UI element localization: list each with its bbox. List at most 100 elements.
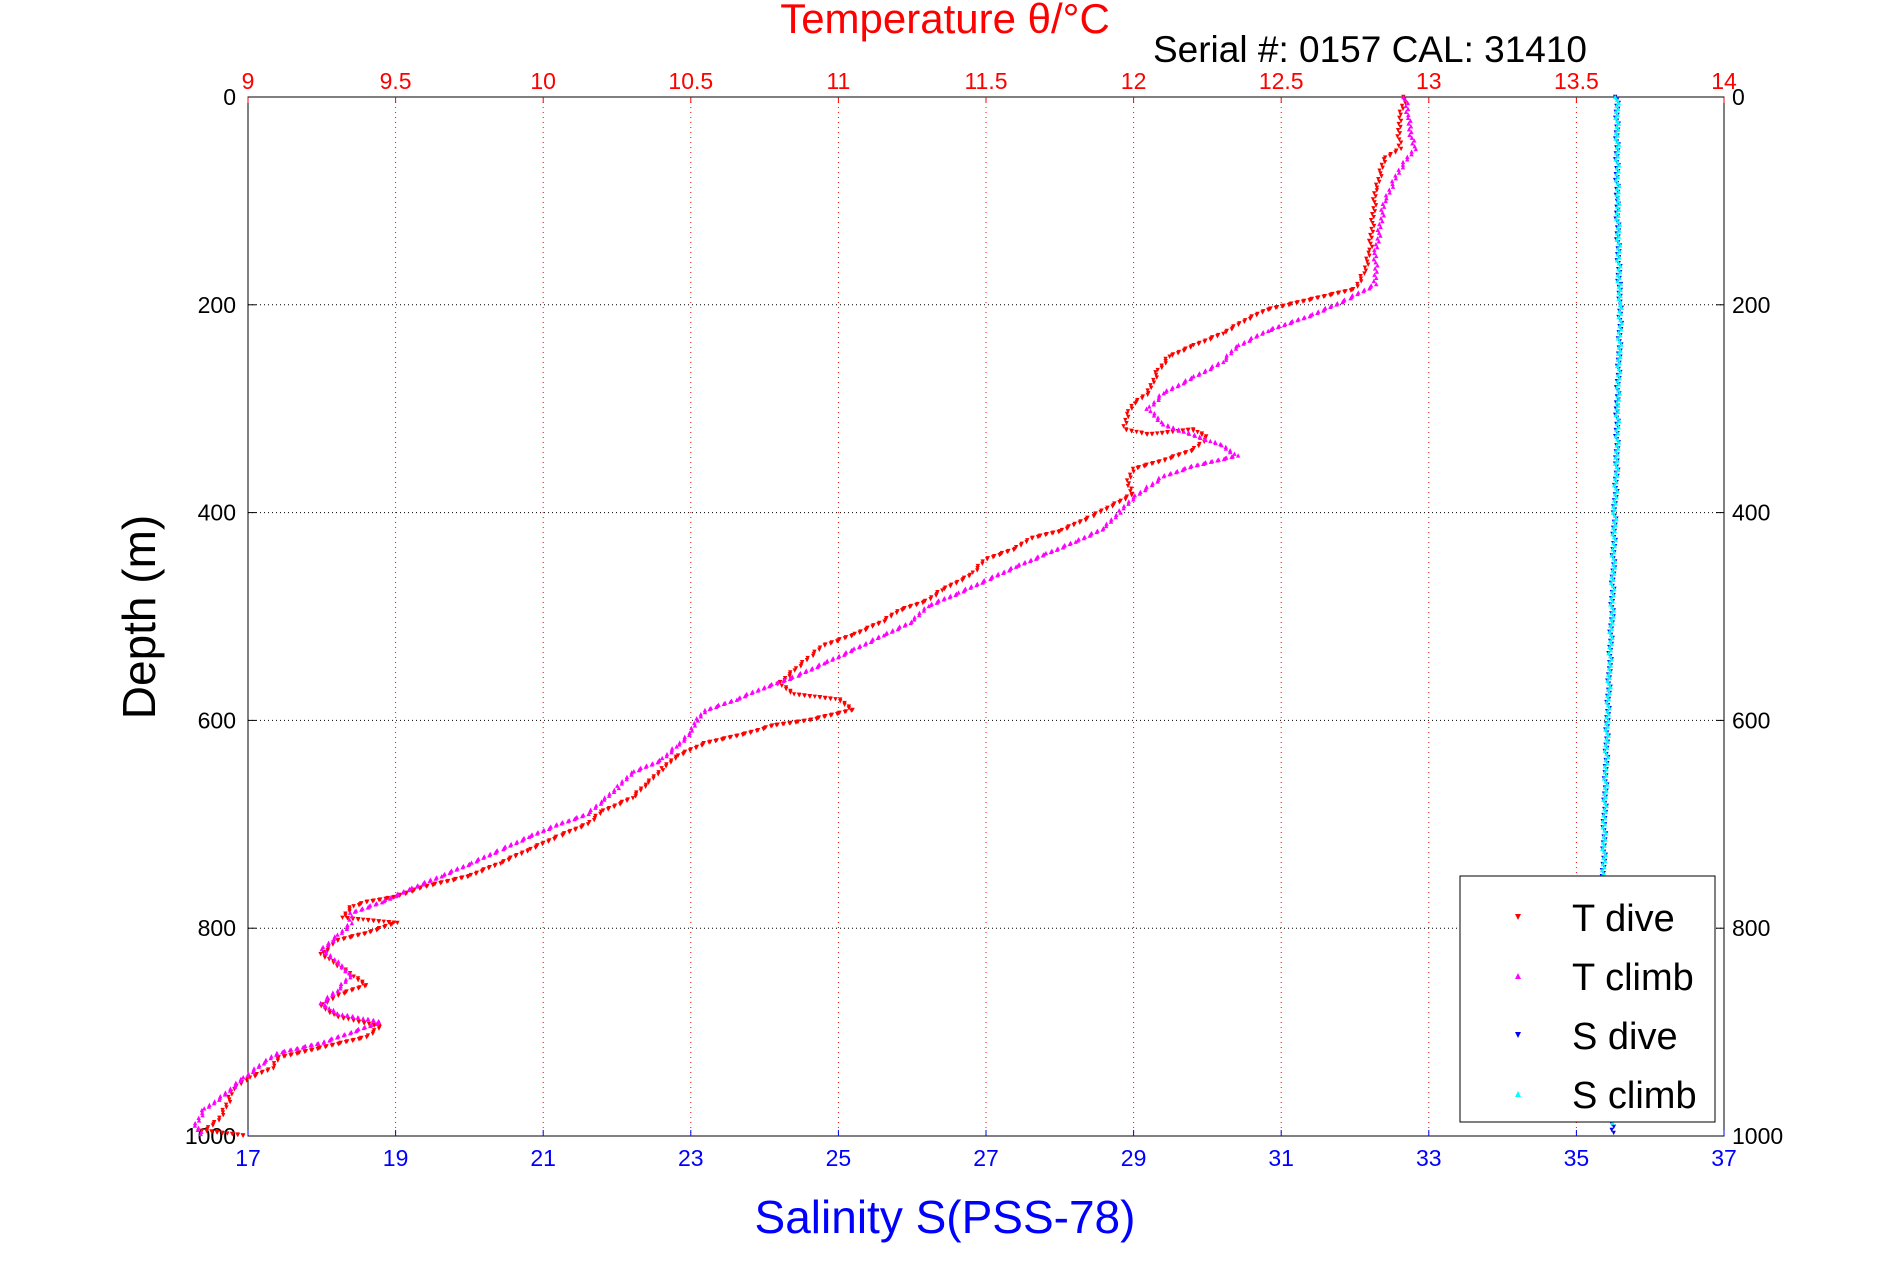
data-point [1615,351,1621,356]
data-point [1145,392,1150,398]
data-point [364,1035,369,1040]
data-point [1615,394,1620,399]
data-point [687,732,692,737]
data-point [345,922,350,928]
data-point [1617,255,1622,260]
data-point [1073,539,1078,544]
data-point [200,1113,205,1118]
data-point [420,881,426,887]
data-point [809,667,814,672]
data-point [693,745,699,751]
data-point [1275,324,1281,330]
data-point [1615,357,1621,363]
data-point [439,874,444,879]
data-point [1372,250,1377,256]
data-point [1390,181,1395,187]
data-point [761,686,766,691]
data-point [985,557,990,562]
data-point [1608,632,1614,638]
data-point [1355,281,1360,287]
data-point [1315,296,1320,301]
data-point [1612,528,1618,534]
data-point [1162,458,1168,463]
data-point [849,708,854,713]
data-point [553,823,559,828]
data-point [592,817,597,823]
data-point [229,1092,235,1097]
data-point [1618,354,1623,359]
data-point [343,979,348,984]
data-point [842,709,848,715]
data-point [1371,278,1377,284]
data-point [1616,330,1621,335]
data-point [487,852,492,858]
data-point [966,574,972,579]
data-point [330,942,336,947]
data-point [1616,409,1621,414]
data-point [948,584,953,589]
data-point [338,983,343,989]
data-point [209,1129,215,1135]
data-point [1397,109,1402,115]
data-point [335,988,340,993]
data-point [1208,459,1214,464]
data-point [1602,864,1607,870]
data-point [1389,178,1395,184]
data-point [374,1021,379,1026]
data-point [1616,169,1621,174]
data-point [1409,151,1414,157]
data-point [1378,233,1383,238]
data-point [1608,684,1613,689]
data-point [444,879,450,884]
data-point [1071,522,1077,528]
data-point [1054,547,1060,552]
data-point [360,1016,366,1021]
data-point [646,780,651,785]
data-point [271,1061,277,1066]
data-point [244,1078,249,1083]
data-point [1601,791,1607,796]
data-point [1601,834,1606,839]
data-point [669,749,674,755]
data-point [368,930,373,935]
data-point [546,826,552,832]
data-point [1375,263,1380,268]
data-point [677,740,682,745]
data-point [586,811,591,817]
data-point [308,1048,314,1053]
data-point [1380,218,1385,224]
data-point [1615,133,1621,138]
data-point [261,1061,267,1066]
data-point [1413,146,1419,152]
data-point [1152,410,1157,416]
data-point [1151,413,1157,418]
data-point [702,709,708,715]
data-point [1602,858,1608,864]
data-point [1048,549,1054,555]
data-point [338,981,344,987]
data-point [371,918,376,924]
data-point [1615,372,1621,378]
data-point [365,905,371,910]
data-point [1609,574,1614,579]
data-point [526,834,532,839]
data-point [1375,244,1380,250]
data-point [1035,534,1041,540]
data-point [1613,522,1618,528]
data-point [1372,200,1377,205]
data-point [346,1017,351,1022]
data-point [546,839,551,844]
data-point [215,1130,220,1135]
data-point [1396,167,1401,172]
data-point [335,938,340,943]
data-point [417,886,423,891]
data-point [1613,501,1618,506]
data-point [1137,491,1142,496]
data-point [1400,164,1406,170]
data-point [787,721,792,726]
data-point [1254,334,1259,339]
data-point [1126,481,1132,486]
data-point [1614,231,1620,236]
data-point [327,1038,332,1043]
data-point [894,610,899,616]
